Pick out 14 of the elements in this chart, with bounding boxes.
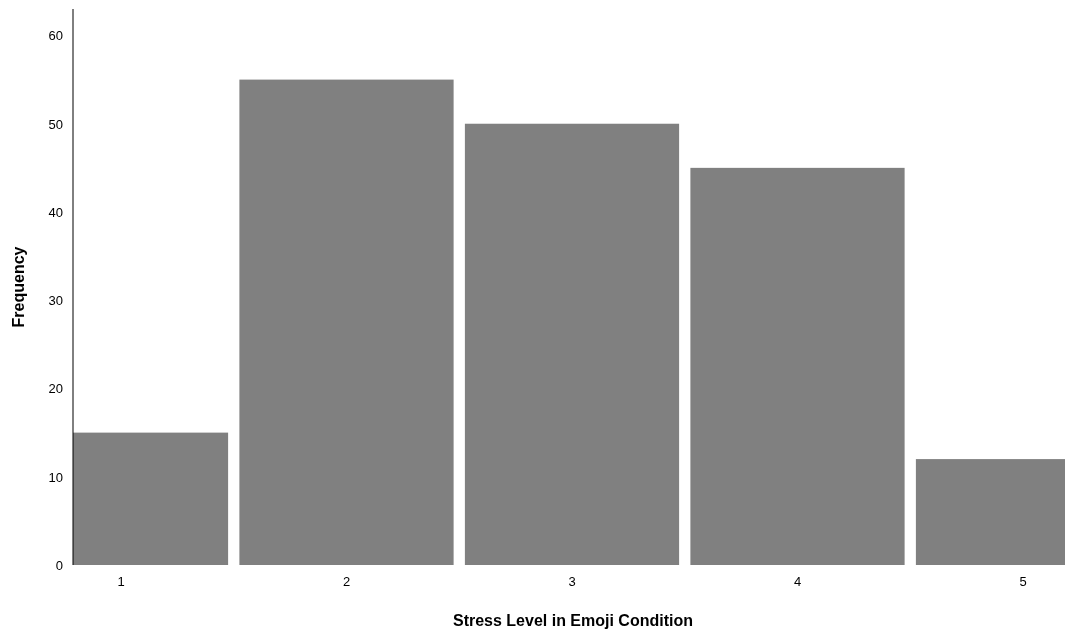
y-tick-label: 30: [48, 293, 63, 309]
x-tick-label: 2: [342, 574, 351, 590]
x-tick-label: 4: [793, 574, 802, 590]
x-axis-title: Stress Level in Emoji Condition: [452, 612, 694, 629]
y-tick-label: 10: [48, 469, 63, 485]
x-tick-label: 1: [117, 574, 125, 590]
y-axis-title: Frequency: [10, 246, 27, 328]
y-tick-label: 20: [48, 381, 63, 397]
x-tick-label: 3: [568, 574, 576, 590]
y-tick-label: 60: [48, 28, 63, 44]
y-tick-label: 50: [48, 116, 63, 132]
x-tick-label: 5: [1019, 574, 1027, 590]
y-tick-label: 40: [48, 204, 63, 220]
y-tick-label: 0: [55, 558, 63, 573]
